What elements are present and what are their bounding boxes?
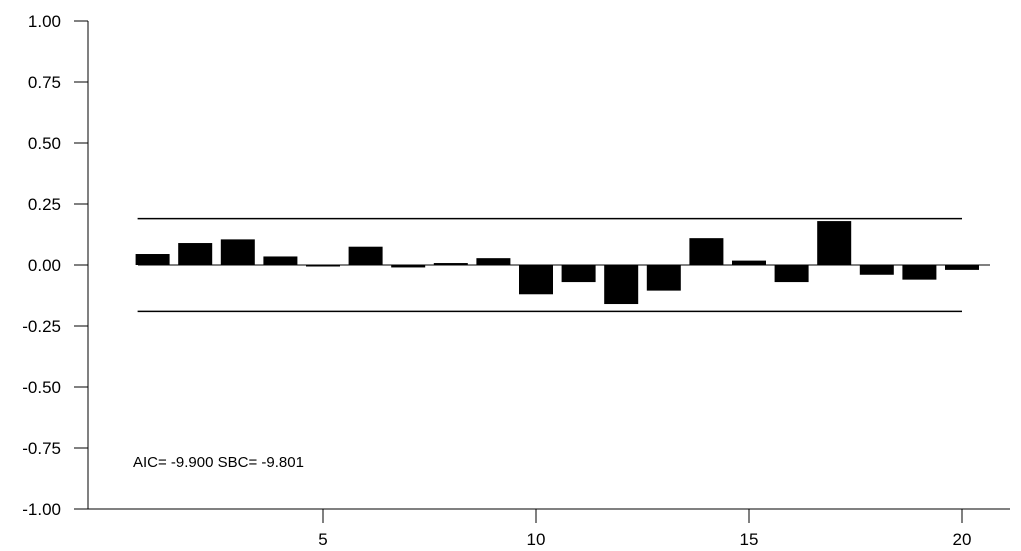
bar-lag-14: [689, 238, 724, 265]
fit-statistics-annotation: AIC= -9.900 SBC= -9.801: [133, 454, 304, 471]
bar-lag-15: [732, 260, 766, 265]
bar-lag-19: [902, 265, 937, 280]
bar-lag-17: [817, 221, 852, 265]
y-tick-label: -0.75: [22, 439, 61, 458]
y-tick-label: 0.25: [28, 195, 61, 214]
confidence-bands: [137, 217, 962, 313]
bar-lag-20: [945, 265, 979, 270]
tick-labels: -1.00 -0.75 -0.50 -0.25 0.00 0.25 0.50 0.75 1.00…: [22, 12, 971, 549]
bar-lag-7: [391, 265, 426, 268]
y-tick-label: 0.00: [28, 256, 61, 275]
x-tick-label: 15: [740, 530, 759, 549]
y-tick-label: -1.00: [22, 500, 61, 519]
x-tick-label: 5: [318, 530, 327, 549]
y-tick-label: -0.50: [22, 378, 61, 397]
y-tick-label: 1.00: [28, 12, 61, 31]
bar-lag-18: [859, 265, 894, 275]
y-tick-label: -0.25: [22, 317, 61, 336]
x-tick-label: 10: [527, 530, 546, 549]
bar-lag-9: [476, 258, 511, 265]
bar-lag-3: [220, 239, 255, 265]
bar-lag-13: [646, 265, 681, 291]
y-tick-label: 0.75: [28, 73, 61, 92]
bar-lag-11: [561, 265, 596, 283]
bar-lag-6: [348, 246, 383, 265]
bar-lag-16: [774, 265, 809, 283]
bar-lag-8: [433, 263, 468, 265]
bar-lag-12: [604, 265, 639, 305]
bars: [135, 221, 979, 305]
bar-lag-4: [263, 256, 298, 265]
bar-lag-10: [519, 265, 553, 295]
bar-lag-2: [178, 243, 213, 265]
x-tick-label: 20: [953, 530, 972, 549]
bar-lag-1: [135, 254, 170, 265]
bar-lag-5: [306, 265, 340, 267]
y-tick-label: 0.50: [28, 134, 61, 153]
